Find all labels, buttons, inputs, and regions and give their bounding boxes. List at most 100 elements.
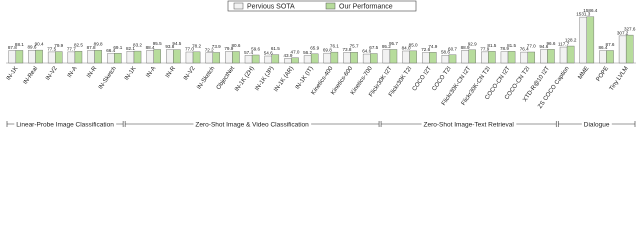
- bar: [67, 51, 76, 64]
- value-label: 89.8: [94, 42, 103, 47]
- bar: [94, 50, 102, 64]
- section-label: Zero-Shot Image & Video Classification: [195, 121, 309, 128]
- value-label: 96.6: [546, 41, 555, 46]
- bar: [586, 16, 595, 64]
- bar: [540, 49, 548, 64]
- value-label: 84.0: [402, 45, 411, 50]
- category-label: IN-A: [67, 66, 79, 79]
- value-label: 94.6: [539, 44, 548, 49]
- value-label: 82.1: [126, 46, 135, 51]
- bar: [146, 50, 154, 64]
- bar: [330, 51, 339, 64]
- value-label: 64.6: [362, 49, 371, 54]
- value-label: 1586.4: [583, 8, 597, 13]
- bar: [559, 46, 568, 64]
- value-label: 72.6: [421, 47, 430, 52]
- bar: [133, 50, 142, 64]
- value-label: 61.5: [271, 46, 280, 51]
- legend-label: Our Performance: [339, 4, 393, 11]
- legend-swatch: [233, 2, 244, 10]
- value-label: 327.6: [624, 27, 636, 32]
- bar: [153, 49, 161, 64]
- category-label: IN-1K (ZH): [234, 66, 256, 93]
- value-label: 69.1: [113, 45, 122, 50]
- category-label: IN-V2: [183, 65, 197, 82]
- value-label: 47.0: [291, 49, 300, 54]
- legend-label: Pervious SOTA: [247, 4, 295, 11]
- bar: [15, 50, 24, 64]
- value-label: 72.2: [205, 47, 214, 52]
- category-label: IN-Sketch: [98, 66, 118, 91]
- value-label: 82.5: [74, 43, 83, 48]
- bar: [606, 50, 614, 64]
- bar: [8, 50, 17, 64]
- category-label: IN-1K (IT): [295, 66, 315, 91]
- bar: [35, 49, 43, 64]
- value-label: 89.6: [28, 45, 37, 50]
- bar: [389, 49, 398, 64]
- bar: [520, 51, 528, 64]
- bar: [448, 54, 457, 64]
- value-label: 56.2: [303, 50, 312, 55]
- bar: [166, 49, 174, 64]
- bar: [106, 53, 115, 64]
- value-label: 76.1: [330, 44, 339, 49]
- bar: [409, 50, 417, 64]
- value-label: 67.5: [369, 45, 378, 50]
- value-label: 59.6: [251, 46, 260, 51]
- bar: [362, 53, 371, 64]
- bar: [185, 51, 194, 64]
- bar: [212, 52, 221, 64]
- value-label: 79.9: [54, 43, 63, 48]
- bar: [47, 51, 56, 64]
- section-label: Zero-Shot Image-Text Retrieval: [424, 121, 515, 128]
- value-label: 307.2: [617, 30, 629, 35]
- category-label: IN-A: [145, 66, 157, 79]
- value-label: 87.8: [87, 45, 96, 50]
- value-label: 93.8: [165, 44, 174, 49]
- bar: [264, 55, 272, 64]
- value-label: 75.7: [350, 44, 359, 49]
- value-label: 117.7: [558, 42, 570, 47]
- bar: [205, 52, 213, 64]
- category-label: IN-R: [86, 65, 98, 79]
- value-label: 69.8: [323, 48, 332, 53]
- bar: [173, 49, 181, 64]
- value-label: 94.5: [172, 41, 181, 46]
- category-label: COCO T2I: [431, 65, 452, 92]
- chart: Pervious SOTA Our Performance 87.8 88.1 IN-1…: [6, 0, 636, 129]
- value-label: 90.4: [35, 42, 44, 47]
- value-label: 78.2: [192, 43, 201, 48]
- bar: [441, 54, 450, 64]
- bar: [625, 34, 634, 64]
- value-label: 77.0: [185, 47, 194, 52]
- category-label: ObjectNet: [216, 65, 236, 91]
- category-label: IN-V2: [45, 65, 59, 82]
- category-label: IN-Sketch: [196, 66, 216, 91]
- value-label: 81.5: [507, 43, 516, 48]
- value-label: 87.6: [606, 42, 615, 47]
- section-label-bg: [421, 121, 517, 129]
- bar: [87, 50, 95, 64]
- value-label: 54.6: [264, 51, 273, 56]
- value-label: 73.9: [212, 44, 221, 49]
- value-label: 88.1: [15, 42, 24, 47]
- bar: [323, 52, 332, 64]
- bar: [232, 51, 240, 64]
- value-label: 74.9: [428, 44, 437, 49]
- category-label: IN-1K: [6, 66, 20, 82]
- value-label: 86.4: [598, 45, 607, 50]
- value-label: 83.2: [133, 43, 142, 48]
- bar: [284, 58, 292, 64]
- section-label-bg: [193, 121, 312, 129]
- category-label: IN-Real: [23, 66, 40, 86]
- bar: [481, 51, 489, 64]
- category-label: COCO I2T: [412, 65, 433, 92]
- bar: [192, 51, 201, 64]
- value-label: 1531.3: [576, 12, 590, 17]
- bar: [468, 49, 476, 64]
- bar: [579, 16, 587, 64]
- value-label: 77.9: [480, 46, 489, 51]
- bar: [547, 49, 555, 64]
- value-label: 76.4: [520, 47, 529, 52]
